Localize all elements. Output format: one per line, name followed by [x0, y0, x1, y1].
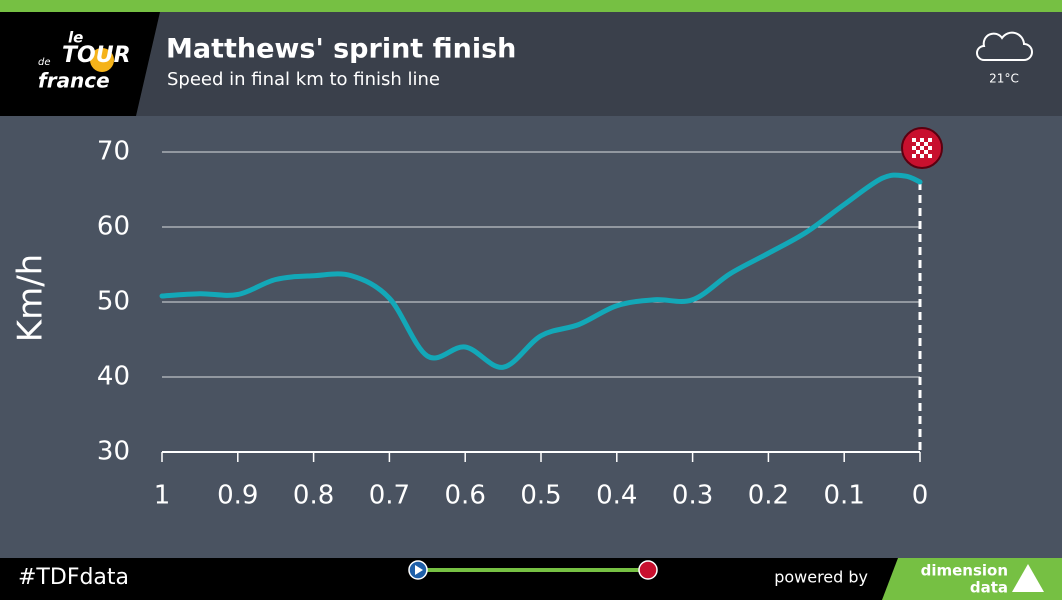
temperature: 21°C [989, 72, 1019, 86]
x-tick-label: 0 [912, 481, 929, 511]
x-tick-label: 0.7 [369, 481, 410, 511]
header [0, 12, 1062, 116]
x-tick-label: 1 [154, 481, 171, 511]
subtitle: Speed in final km to finish line [167, 69, 440, 90]
flag-check [928, 146, 932, 150]
weather-icon [976, 31, 1033, 61]
brand-icon [1012, 564, 1044, 592]
flag-check [912, 146, 916, 150]
y-tick-label: 50 [97, 287, 130, 317]
flag-check [920, 146, 924, 150]
flag-check [916, 142, 920, 146]
x-tick-label: 0.9 [217, 481, 258, 511]
flag-check [920, 138, 924, 142]
flag-check [912, 138, 916, 142]
flag-check [912, 154, 916, 158]
logo-text: france [38, 69, 110, 93]
y-tick-label: 70 [97, 137, 130, 167]
y-tick-label: 60 [97, 212, 130, 242]
y-axis-label: Km/h [11, 254, 51, 342]
flag-check [924, 142, 928, 146]
play-icon [415, 565, 423, 575]
brand: dimension [921, 562, 1008, 580]
x-tick-label: 0.8 [293, 481, 334, 511]
title: Matthews' sprint finish [166, 34, 516, 65]
powered-by: powered by [774, 568, 868, 587]
logo-text: TOUR [62, 43, 131, 68]
logo-sun [90, 48, 114, 72]
x-tick-label: 0.2 [748, 481, 789, 511]
x-tick-label: 0.5 [520, 481, 561, 511]
brand: data [970, 579, 1008, 597]
flag-check [916, 150, 920, 154]
finish-marker[interactable] [638, 560, 658, 580]
flag-check [928, 138, 932, 142]
hashtag: #TDFdata [18, 565, 129, 590]
logo-text: le [68, 29, 83, 47]
speed-line [159, 172, 923, 370]
top-bar [0, 0, 1062, 12]
chart-area [0, 116, 1062, 558]
y-tick-label: 40 [97, 362, 130, 392]
x-tick-label: 0.4 [596, 481, 637, 511]
x-tick-label: 0.1 [824, 481, 865, 511]
flag-check [928, 154, 932, 158]
logo-box [0, 12, 160, 116]
flag-check [924, 150, 928, 154]
x-tick-label: 0.3 [672, 481, 713, 511]
logo-text: de [38, 57, 51, 68]
plot: 30 40 50 60 70 1 0.9 0.8 0.7 0.6 0.5 0.4 0.3 0.2 0.1 0 [97, 127, 943, 511]
flag-check [920, 154, 924, 158]
x-tick-label: 0.6 [445, 481, 486, 511]
y-tick-label: 30 [97, 437, 130, 467]
